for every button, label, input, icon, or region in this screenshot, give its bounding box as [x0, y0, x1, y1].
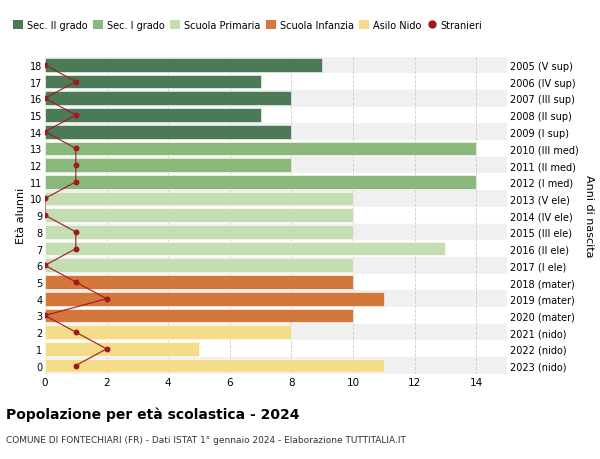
Point — [40, 312, 50, 319]
Bar — [45, 92, 292, 106]
Y-axis label: Anni di nascita: Anni di nascita — [584, 174, 594, 257]
Bar — [45, 291, 507, 308]
Bar — [45, 142, 476, 156]
Bar — [45, 358, 507, 374]
Point — [71, 229, 80, 236]
Point — [102, 296, 112, 303]
Point — [71, 329, 80, 336]
Bar — [45, 107, 507, 124]
Bar — [45, 157, 507, 174]
Text: Popolazione per età scolastica - 2024: Popolazione per età scolastica - 2024 — [6, 406, 299, 421]
Bar — [45, 126, 292, 139]
Bar — [45, 174, 507, 191]
Bar — [45, 275, 353, 289]
Bar — [45, 109, 260, 123]
Point — [71, 78, 80, 86]
Text: COMUNE DI FONTECHIARI (FR) - Dati ISTAT 1° gennaio 2024 - Elaborazione TUTTITALI: COMUNE DI FONTECHIARI (FR) - Dati ISTAT … — [6, 435, 406, 444]
Point — [71, 362, 80, 369]
Bar — [45, 341, 507, 358]
Bar — [45, 274, 507, 291]
Bar — [45, 191, 507, 207]
Bar — [45, 74, 507, 91]
Bar — [45, 309, 353, 323]
Bar — [45, 124, 507, 141]
Point — [40, 62, 50, 69]
Point — [102, 346, 112, 353]
Point — [71, 279, 80, 286]
Bar — [45, 241, 507, 257]
Point — [40, 129, 50, 136]
Point — [71, 162, 80, 169]
Bar — [45, 207, 507, 224]
Bar — [45, 324, 507, 341]
Bar — [45, 209, 353, 223]
Bar — [45, 242, 445, 256]
Point — [40, 212, 50, 219]
Bar — [45, 224, 507, 241]
Bar — [45, 57, 507, 74]
Point — [71, 112, 80, 119]
Bar — [45, 192, 353, 206]
Bar — [45, 257, 507, 274]
Point — [40, 95, 50, 103]
Legend: Sec. II grado, Sec. I grado, Scuola Primaria, Scuola Infanzia, Asilo Nido, Stran: Sec. II grado, Sec. I grado, Scuola Prim… — [13, 21, 482, 31]
Bar — [45, 292, 384, 306]
Bar — [45, 141, 507, 157]
Point — [71, 146, 80, 153]
Bar — [45, 159, 292, 173]
Bar — [45, 308, 507, 324]
Bar — [45, 259, 353, 273]
Point — [71, 179, 80, 186]
Bar — [45, 175, 476, 189]
Bar — [45, 91, 507, 107]
Bar — [45, 342, 199, 356]
Point — [40, 196, 50, 203]
Point — [40, 262, 50, 269]
Bar — [45, 59, 322, 73]
Point — [71, 246, 80, 253]
Bar — [45, 325, 292, 339]
Bar — [45, 359, 384, 373]
Y-axis label: Età alunni: Età alunni — [16, 188, 26, 244]
Bar — [45, 225, 353, 239]
Bar — [45, 76, 260, 89]
